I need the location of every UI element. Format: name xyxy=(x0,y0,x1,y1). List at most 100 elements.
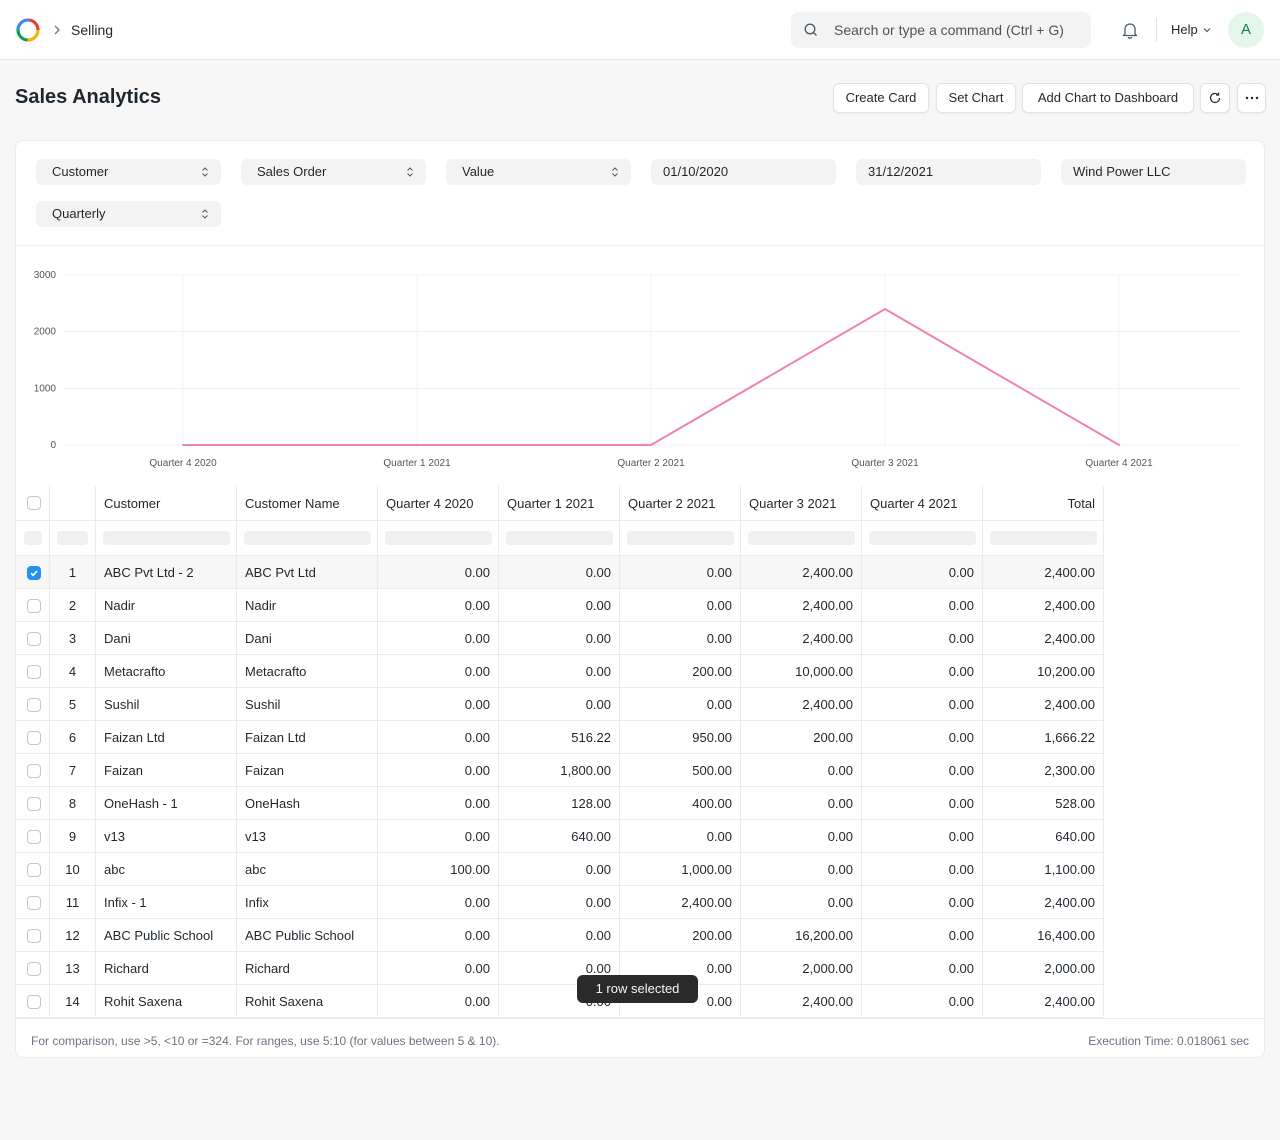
company-field[interactable]: Wind Power LLC xyxy=(1061,159,1246,185)
table-cell: 0.00 xyxy=(499,589,620,622)
select-all-checkbox[interactable] xyxy=(27,496,41,510)
table-cell: Nadir xyxy=(237,589,378,622)
set-chart-button[interactable]: Set Chart xyxy=(936,83,1016,113)
create-card-button[interactable]: Create Card xyxy=(833,83,929,113)
column-header[interactable]: Quarter 4 2020 xyxy=(378,486,499,521)
column-header[interactable]: Customer Name xyxy=(237,486,378,521)
table-cell: Rohit Saxena xyxy=(237,985,378,1018)
column-filter-input[interactable] xyxy=(385,531,492,545)
doc-type-select[interactable]: Sales Order xyxy=(241,159,426,185)
column-filter-cell xyxy=(96,521,237,556)
row-checkbox[interactable] xyxy=(27,764,41,778)
table-cell: 1,000.00 xyxy=(620,853,741,886)
avatar[interactable]: A xyxy=(1228,12,1264,48)
table-cell: 2 xyxy=(50,589,96,622)
table-cell: Infix - 1 xyxy=(96,886,237,919)
table-cell: 0.00 xyxy=(741,820,862,853)
value-quantity-select[interactable]: Value xyxy=(446,159,631,185)
table-cell: 1,800.00 xyxy=(499,754,620,787)
column-filter-input[interactable] xyxy=(244,531,371,545)
row-checkbox[interactable] xyxy=(27,731,41,745)
column-header[interactable]: Customer xyxy=(96,486,237,521)
table-cell: Richard xyxy=(96,952,237,985)
value-quantity-value: Value xyxy=(462,164,495,179)
data-point[interactable] xyxy=(1118,444,1120,446)
column-filter-input[interactable] xyxy=(57,531,88,545)
column-filter-input[interactable] xyxy=(506,531,613,545)
table-cell: 0.00 xyxy=(499,853,620,886)
table-cell: 14 xyxy=(50,985,96,1018)
notification-bell-icon[interactable] xyxy=(1121,20,1139,40)
column-header[interactable] xyxy=(50,486,96,521)
select-updown-icon xyxy=(202,167,208,177)
column-header[interactable]: Quarter 4 2021 xyxy=(862,486,983,521)
range-select[interactable]: Quarterly xyxy=(36,201,221,227)
column-filter-input[interactable] xyxy=(627,531,734,545)
row-checkbox[interactable] xyxy=(27,698,41,712)
table-cell: Infix xyxy=(237,886,378,919)
table-cell: 13 xyxy=(50,952,96,985)
column-header[interactable] xyxy=(16,486,50,521)
check-icon xyxy=(30,570,38,577)
table-cell: 2,400.00 xyxy=(741,985,862,1018)
filter-divider xyxy=(16,245,1264,246)
table-cell: 0.00 xyxy=(620,985,741,1018)
table-cell: 0.00 xyxy=(378,556,499,589)
column-filter-input[interactable] xyxy=(24,531,42,545)
to-date-value: 31/12/2021 xyxy=(868,164,934,179)
data-point[interactable] xyxy=(416,444,418,446)
column-header[interactable]: Total xyxy=(983,486,1104,521)
data-point[interactable] xyxy=(884,308,886,310)
table-cell: 0.00 xyxy=(378,688,499,721)
data-point[interactable] xyxy=(650,444,652,446)
data-point[interactable] xyxy=(182,444,184,446)
from-date-field[interactable]: 01/10/2020 xyxy=(651,159,836,185)
row-checkbox[interactable] xyxy=(27,863,41,877)
column-filter-input[interactable] xyxy=(748,531,855,545)
table-cell: 100.00 xyxy=(378,853,499,886)
row-checkbox[interactable] xyxy=(27,632,41,646)
table-cell: 0.00 xyxy=(862,688,983,721)
row-checkbox[interactable] xyxy=(27,566,41,580)
table-cell: 640.00 xyxy=(983,820,1104,853)
table-cell xyxy=(16,952,50,985)
table-cell: 10,200.00 xyxy=(983,655,1104,688)
table-cell: Faizan xyxy=(237,754,378,787)
table-cell: 950.00 xyxy=(620,721,741,754)
help-dropdown[interactable]: Help xyxy=(1171,22,1198,37)
row-checkbox[interactable] xyxy=(27,665,41,679)
column-filter-input[interactable] xyxy=(869,531,976,545)
add-chart-to-dashboard-button[interactable]: Add Chart to Dashboard xyxy=(1022,83,1194,113)
row-checkbox[interactable] xyxy=(27,995,41,1009)
table-cell: 200.00 xyxy=(620,919,741,952)
to-date-field[interactable]: 31/12/2021 xyxy=(856,159,1041,185)
table-cell: 200.00 xyxy=(620,655,741,688)
app-logo-icon[interactable] xyxy=(16,18,40,42)
table-cell: ABC Pvt Ltd - 2 xyxy=(96,556,237,589)
column-header[interactable]: Quarter 1 2021 xyxy=(499,486,620,521)
breadcrumb-selling[interactable]: Selling xyxy=(71,22,114,38)
table-cell: 528.00 xyxy=(983,787,1104,820)
column-header[interactable]: Quarter 3 2021 xyxy=(741,486,862,521)
navbar: Selling Search or type a command (Ctrl +… xyxy=(0,0,1280,60)
search-bar[interactable]: Search or type a command (Ctrl + G) xyxy=(791,12,1091,48)
column-filter-input[interactable] xyxy=(990,531,1097,545)
row-checkbox[interactable] xyxy=(27,599,41,613)
more-options-button[interactable] xyxy=(1237,83,1266,113)
table-cell: 0.00 xyxy=(378,721,499,754)
column-header[interactable]: Quarter 2 2021 xyxy=(620,486,741,521)
column-filter-input[interactable] xyxy=(103,531,230,545)
column-filter-cell xyxy=(499,521,620,556)
row-checkbox[interactable] xyxy=(27,962,41,976)
table-cell: Faizan Ltd xyxy=(96,721,237,754)
row-checkbox[interactable] xyxy=(27,896,41,910)
column-filter-cell xyxy=(862,521,983,556)
row-checkbox[interactable] xyxy=(27,830,41,844)
row-checkbox[interactable] xyxy=(27,797,41,811)
tree-type-select[interactable]: Customer xyxy=(36,159,221,185)
row-checkbox[interactable] xyxy=(27,929,41,943)
refresh-button[interactable] xyxy=(1200,83,1230,113)
table-cell: 6 xyxy=(50,721,96,754)
table-cell: Sushil xyxy=(237,688,378,721)
chevron-down-icon[interactable] xyxy=(1202,25,1212,35)
